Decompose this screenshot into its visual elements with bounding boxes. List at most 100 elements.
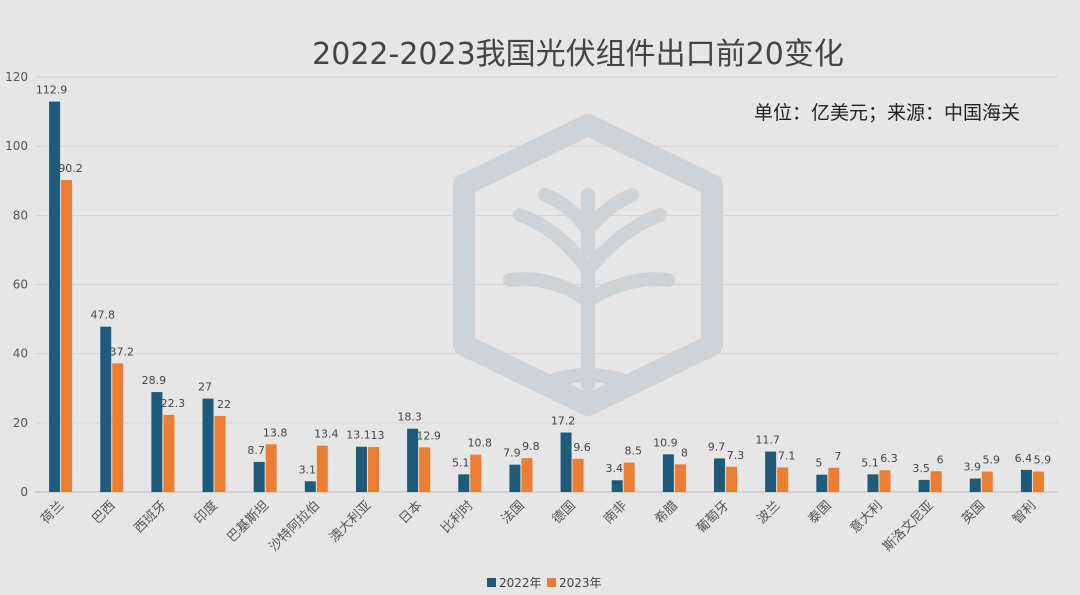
data-label-2023: 6 — [937, 453, 944, 466]
data-label-2022: 5.1 — [861, 456, 879, 469]
data-label-2023: 5.9 — [1034, 454, 1052, 467]
data-label-2022: 112.9 — [36, 84, 68, 97]
bar-2022 — [918, 479, 930, 492]
x-tick-label: 西班牙 — [132, 498, 170, 536]
bar-2023 — [112, 363, 124, 492]
data-label-2022: 11.7 — [755, 434, 780, 447]
data-label-2022: 5 — [815, 457, 822, 470]
data-label-2023: 13 — [370, 429, 384, 442]
bar-2022 — [969, 478, 981, 492]
x-tick-label: 沙特阿拉伯 — [267, 498, 324, 555]
data-labels: 112.9 90.2 47.8 37.2 28.9 22.3 27 22 8.7 13.8 3.1 1… — [36, 84, 1051, 477]
data-label-2023: 37.2 — [109, 345, 134, 358]
data-label-2022: 7.9 — [503, 447, 521, 460]
data-label-2022: 10.9 — [653, 436, 678, 449]
bar-2023 — [316, 445, 328, 492]
data-label-2023: 13.8 — [263, 426, 288, 439]
legend-label-2022: 2022年 — [499, 576, 542, 590]
bar-2023 — [623, 462, 635, 492]
bar-2022 — [407, 428, 419, 492]
bar-2023 — [879, 470, 891, 492]
data-label-2022: 8.7 — [247, 444, 265, 457]
x-tick-label: 葡萄牙 — [694, 498, 732, 536]
bar-2022 — [202, 398, 214, 492]
bar-2022 — [253, 461, 265, 492]
data-label-2022: 5.1 — [452, 456, 470, 469]
data-label-2022: 47.8 — [90, 309, 115, 322]
x-tick-label: 日本 — [396, 498, 425, 527]
bar-2022 — [867, 474, 879, 492]
data-label-2023: 9.8 — [522, 440, 540, 453]
x-tick-label: 印度 — [191, 498, 221, 528]
y-tick-label: 80 — [13, 208, 28, 222]
data-label-2022: 6.4 — [1015, 452, 1033, 465]
bar-2023 — [930, 471, 942, 492]
data-label-2022: 3.4 — [605, 462, 623, 475]
y-tick-label: 60 — [13, 278, 28, 292]
data-label-2022: 13.1 — [346, 429, 371, 442]
x-tick-label: 希腊 — [652, 498, 681, 527]
x-tick-label: 英国 — [959, 498, 988, 527]
bar-2023 — [726, 466, 738, 492]
data-label-2022: 3.5 — [912, 462, 930, 475]
bar-2023 — [61, 180, 73, 492]
bar-2022 — [304, 481, 316, 492]
bar-2023 — [265, 444, 277, 492]
bar-2023 — [521, 458, 533, 492]
y-axis-ticks: 0 20 40 60 80 100 120 — [5, 70, 28, 499]
data-label-2023: 10.8 — [468, 437, 493, 450]
legend-swatch-2022 — [487, 578, 496, 587]
y-tick-label: 20 — [13, 416, 28, 430]
bar-2022 — [662, 454, 674, 492]
y-tick-label: 100 — [5, 139, 28, 153]
data-label-2023: 8.5 — [624, 445, 642, 458]
data-label-2022: 27 — [198, 381, 212, 394]
x-tick-label: 波兰 — [755, 498, 784, 527]
bar-2023 — [572, 458, 584, 492]
bar-2022 — [560, 432, 572, 492]
data-label-2022: 3.1 — [299, 463, 317, 476]
data-label-2022: 3.9 — [964, 461, 982, 474]
data-label-2023: 90.2 — [58, 162, 83, 175]
data-label-2023: 22 — [217, 398, 231, 411]
x-tick-label: 泰国 — [806, 498, 835, 527]
bar-2023 — [777, 467, 789, 492]
data-label-2023: 9.6 — [573, 441, 591, 454]
y-tick-label: 0 — [20, 485, 28, 499]
data-label-2023: 5.9 — [983, 454, 1001, 467]
watermark-logo — [453, 114, 723, 416]
bar-2022 — [49, 101, 61, 492]
y-tick-label: 120 — [5, 70, 28, 84]
bars — [49, 101, 1044, 492]
data-label-2023: 12.9 — [416, 429, 441, 442]
bar-2022 — [355, 446, 367, 492]
x-tick-label: 巴西 — [90, 498, 119, 527]
x-tick-label: 澳大利亚 — [326, 498, 374, 546]
legend: 2022年 2023年 — [487, 576, 602, 590]
data-label-2022: 28.9 — [142, 374, 167, 387]
legend-label-2023: 2023年 — [559, 576, 602, 590]
chart-subtitle: 单位：亿美元；来源：中国海关 — [754, 102, 1020, 124]
x-tick-label: 智利 — [1010, 498, 1039, 527]
data-label-2023: 6.3 — [880, 452, 898, 465]
bar-2022 — [714, 458, 726, 492]
x-tick-label: 法国 — [499, 498, 528, 527]
bar-2023 — [419, 447, 431, 492]
bar-2023 — [981, 471, 993, 492]
data-label-2022: 18.3 — [397, 411, 422, 424]
bar-2023 — [828, 467, 840, 492]
bar-2023 — [674, 464, 686, 492]
x-tick-label: 南非 — [600, 498, 630, 528]
bar-2023 — [367, 447, 379, 492]
data-label-2023: 13.4 — [314, 428, 339, 441]
bar-2022 — [151, 392, 163, 492]
data-label-2023: 8 — [681, 446, 688, 459]
data-label-2023: 22.3 — [161, 397, 186, 410]
y-tick-label: 40 — [13, 347, 28, 361]
x-tick-label: 荷兰 — [38, 498, 67, 527]
bar-2022 — [816, 474, 828, 492]
data-label-2023: 7 — [834, 450, 841, 463]
x-tick-label: 巴基斯坦 — [225, 498, 272, 545]
x-tick-label: 意大利 — [847, 498, 886, 537]
